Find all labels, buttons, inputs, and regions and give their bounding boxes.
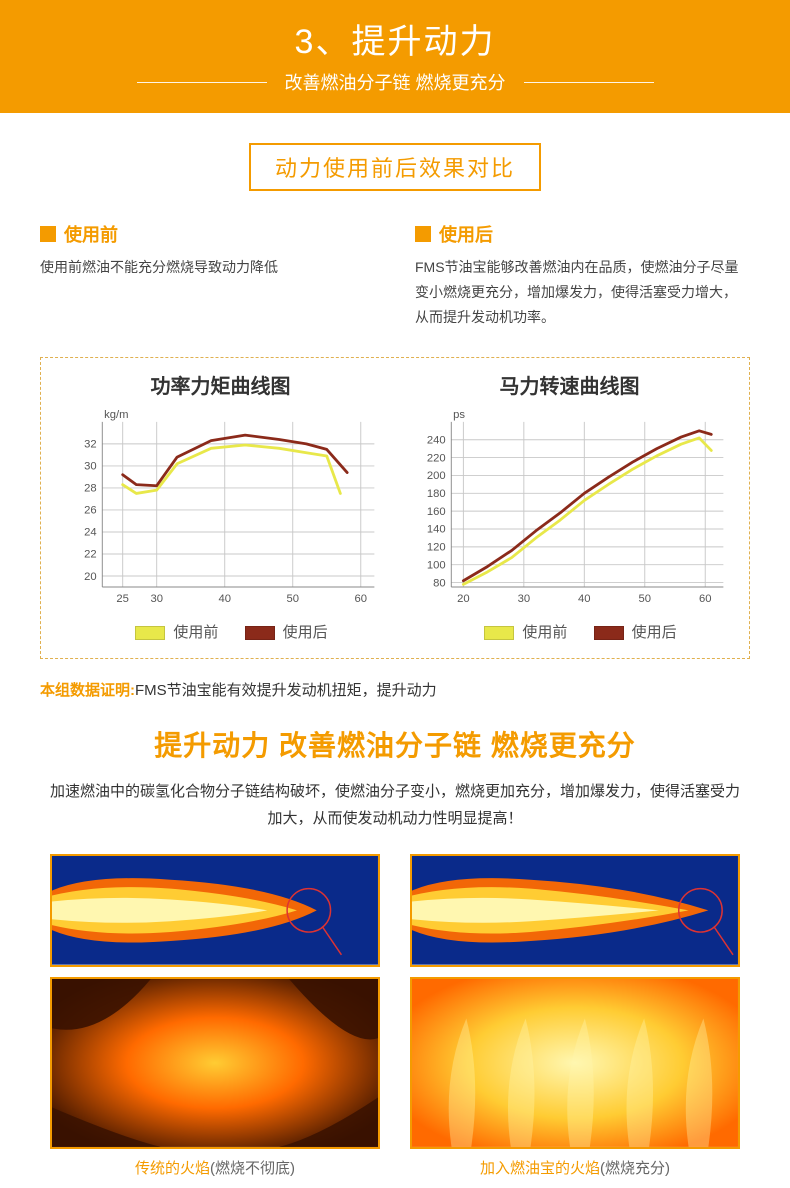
svg-text:40: 40 xyxy=(578,593,591,605)
legend-label: 使用前 xyxy=(522,624,567,641)
svg-text:140: 140 xyxy=(427,523,446,535)
svg-text:60: 60 xyxy=(355,593,368,605)
after-heading: 使用后 xyxy=(439,221,493,247)
compare-title: 动力使用前后效果对比 xyxy=(249,143,541,191)
legend-swatch-before xyxy=(135,626,165,640)
chart-svg: 20 22 24 26 28 30 32 25 30 40 50 60 kg/m xyxy=(61,405,380,611)
after-column: 使用后 FMS节油宝能够改善燃油内在品质，使燃油分子尽量变小燃烧更充分，增加爆发… xyxy=(415,221,750,331)
flame-grid: 传统的火焰(燃烧不彻底) 加入燃油宝的火焰(燃烧充分) xyxy=(0,832,790,1188)
before-body: 使用前燃油不能充分燃烧导致动力降低 xyxy=(40,255,375,280)
svg-text:30: 30 xyxy=(150,593,163,605)
svg-text:50: 50 xyxy=(639,593,652,605)
before-heading: 使用前 xyxy=(64,221,118,247)
caption-orange: 加入燃油宝的火焰 xyxy=(480,1160,600,1177)
svg-text:22: 22 xyxy=(84,548,97,560)
legend-swatch-after xyxy=(245,626,275,640)
svg-text:32: 32 xyxy=(84,438,97,450)
flame-closeup-image xyxy=(52,979,378,1147)
chart-svg: 80 100 120 140 160 180 200 220 240 20 30 40 50 60 ps xyxy=(410,405,729,611)
chart-legend: 使用前 使用后 xyxy=(61,621,380,642)
chart-legend: 使用前 使用后 xyxy=(410,621,729,642)
power-chart: 马力转速曲线图 80 100 120 140 160 180 200 220 240 20 30 40… xyxy=(410,370,729,642)
square-icon xyxy=(40,226,56,242)
svg-text:160: 160 xyxy=(427,505,446,517)
chart-title: 马力转速曲线图 xyxy=(410,370,729,399)
banner-title: 3、提升动力 xyxy=(0,14,790,63)
banner: 3、提升动力 改善燃油分子链 燃烧更充分 xyxy=(0,0,790,113)
flame-right: 加入燃油宝的火焰(燃烧充分) xyxy=(410,854,740,1178)
svg-text:120: 120 xyxy=(427,541,446,553)
svg-text:100: 100 xyxy=(427,559,446,571)
proof-text: FMS节油宝能有效提升发动机扭矩，提升动力 xyxy=(135,682,437,699)
svg-text:40: 40 xyxy=(218,593,231,605)
caption-gray: (燃烧不彻底) xyxy=(210,1160,295,1177)
svg-text:80: 80 xyxy=(433,577,446,589)
flame-caption: 加入燃油宝的火焰(燃烧充分) xyxy=(410,1157,740,1178)
svg-text:240: 240 xyxy=(427,434,446,446)
description: 加速燃油中的碳氢化合物分子链结构破坏，使燃油分子变小，燃烧更加充分，增加爆发力，… xyxy=(0,778,790,832)
svg-text:20: 20 xyxy=(84,570,97,582)
after-body: FMS节油宝能够改善燃油内在品质，使燃油分子尽量变小燃烧更充分，增加爆发力，使得… xyxy=(415,255,750,331)
chart-title: 功率力矩曲线图 xyxy=(61,370,380,399)
square-icon xyxy=(415,226,431,242)
svg-text:kg/m: kg/m xyxy=(104,409,128,421)
legend-swatch-before xyxy=(484,626,514,640)
charts-container: 功率力矩曲线图 20 22 24 26 28 30 32 25 30 40 50 60 kg/m 使用前… xyxy=(40,357,750,659)
proof-lead: 本组数据证明: xyxy=(40,682,135,699)
flame-jet-image xyxy=(52,856,378,965)
svg-text:30: 30 xyxy=(84,460,97,472)
svg-text:28: 28 xyxy=(84,482,97,494)
svg-text:24: 24 xyxy=(84,526,97,538)
svg-text:30: 30 xyxy=(518,593,531,605)
before-column: 使用前 使用前燃油不能充分燃烧导致动力降低 xyxy=(40,221,375,331)
svg-text:26: 26 xyxy=(84,504,97,516)
proof-line: 本组数据证明:FMS节油宝能有效提升发动机扭矩，提升动力 xyxy=(0,659,790,700)
flame-caption: 传统的火焰(燃烧不彻底) xyxy=(50,1157,380,1178)
svg-text:25: 25 xyxy=(116,593,129,605)
flame-left: 传统的火焰(燃烧不彻底) xyxy=(50,854,380,1178)
flame-closeup-image xyxy=(412,979,738,1147)
legend-label: 使用后 xyxy=(283,624,328,641)
caption-gray: (燃烧充分) xyxy=(600,1160,670,1177)
flame-jet-image xyxy=(412,856,738,965)
torque-chart: 功率力矩曲线图 20 22 24 26 28 30 32 25 30 40 50 60 kg/m 使用前… xyxy=(61,370,380,642)
svg-text:180: 180 xyxy=(427,488,446,500)
legend-label: 使用前 xyxy=(173,624,218,641)
legend-label: 使用后 xyxy=(632,624,677,641)
svg-text:20: 20 xyxy=(457,593,470,605)
svg-text:50: 50 xyxy=(286,593,299,605)
svg-text:60: 60 xyxy=(699,593,712,605)
svg-text:220: 220 xyxy=(427,452,446,464)
svg-text:200: 200 xyxy=(427,470,446,482)
banner-subtitle: 改善燃油分子链 燃烧更充分 xyxy=(267,69,524,95)
svg-text:ps: ps xyxy=(453,409,465,421)
legend-swatch-after xyxy=(594,626,624,640)
caption-orange: 传统的火焰 xyxy=(135,1160,210,1177)
compare-section: 动力使用前后效果对比 使用前 使用前燃油不能充分燃烧导致动力降低 使用后 FMS… xyxy=(0,113,790,331)
headline: 提升动力 改善燃油分子链 燃烧更充分 xyxy=(0,724,790,764)
